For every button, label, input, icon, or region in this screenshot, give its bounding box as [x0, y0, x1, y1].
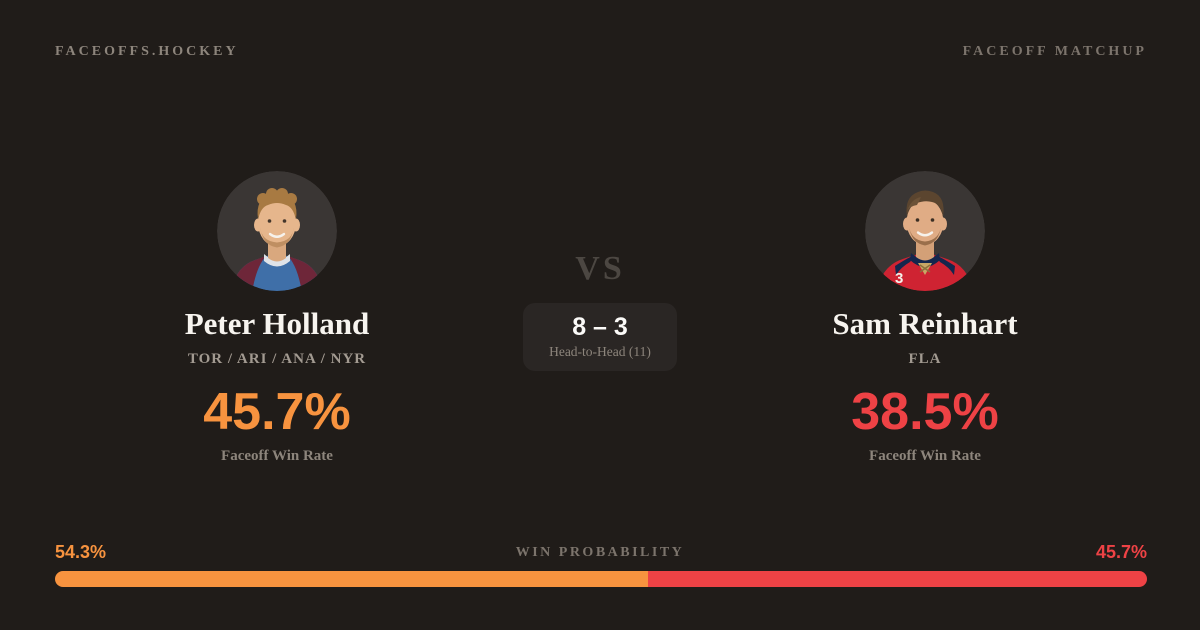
win-probability-left-value: 54.3%	[55, 542, 107, 562]
win-probability-bar-right-segment	[647, 571, 1147, 587]
player-name-right: Sam Reinhart	[832, 306, 1018, 341]
win-probability-bar	[55, 571, 1147, 587]
player-win-rate-label-right: Faceoff Win Rate	[869, 448, 981, 464]
head-to-head-score: 8 – 3	[572, 313, 628, 341]
page-title: FACEOFF MATCHUP	[962, 44, 1147, 59]
player-teams-left: TOR / ARI / ANA / NYR	[187, 351, 367, 367]
head-to-head-pill: 8 – 3 Head-to-Head (11)	[523, 303, 677, 371]
svg-text:3: 3	[895, 270, 903, 287]
vs-label: VS	[575, 250, 625, 287]
win-probability-title: WIN PROBABILITY	[515, 545, 685, 560]
player-card-left: Peter Holland TOR / ARI / ANA / NYR 45.7…	[97, 171, 457, 465]
win-probability-right-value: 45.7%	[1095, 542, 1147, 562]
player-photo-left	[217, 171, 337, 291]
player-win-rate-right: 38.5%	[851, 383, 999, 441]
player-win-rate-label-left: Faceoff Win Rate	[221, 448, 333, 464]
player-photo-right: 3	[865, 171, 985, 291]
player-teams-right: FLA	[908, 351, 942, 367]
player-name-left: Peter Holland	[184, 306, 370, 341]
win-probability-bar-left-segment	[55, 571, 648, 587]
player-card-right: 3 Sam Reinhart FLA 38.5% Faceoff Win	[745, 171, 1105, 465]
head-to-head-label: Head-to-Head (11)	[549, 344, 651, 359]
brand-logo-text: FACEOFFS.HOCKEY	[55, 44, 239, 59]
matchup-center: VS 8 – 3 Head-to-Head (11)	[480, 249, 720, 371]
player-win-rate-left: 45.7%	[203, 383, 351, 441]
